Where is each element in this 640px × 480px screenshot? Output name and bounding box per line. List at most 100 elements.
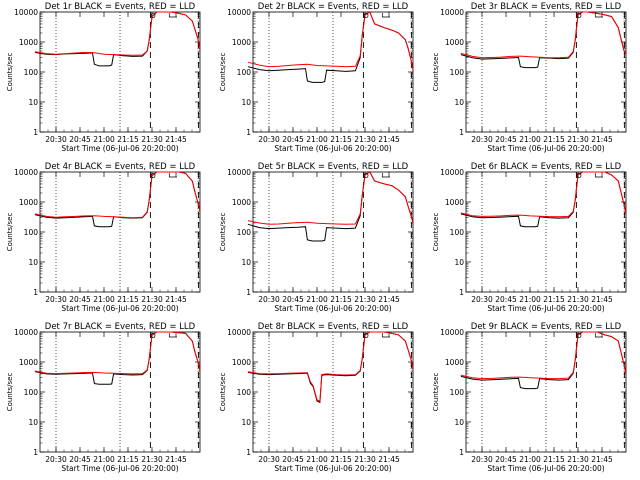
y-tick-label: 1 (33, 128, 38, 137)
series-events-line (34, 171, 201, 228)
y-tick-label: 1 (246, 448, 251, 457)
x-tick-label: 21:45 (591, 295, 613, 304)
y-tick-label: 100 (24, 228, 39, 237)
x-tick-label: 21:00 (519, 135, 541, 144)
x-tick-label: 21:00 (93, 135, 115, 144)
peak-marker: O (150, 332, 156, 340)
chart-title: Det 2r BLACK = Events, RED = LLD (258, 2, 409, 12)
x-tick-label: 21:30 (354, 135, 376, 144)
y-tick-label: 10000 (227, 168, 251, 177)
x-tick-label: 20:30 (45, 455, 67, 464)
y-tick-label: 10000 (227, 328, 251, 337)
chart-title: Det 6r BLACK = Events, RED = LLD (471, 162, 622, 172)
y-tick-label: 10 (28, 98, 38, 107)
series-lld-line (460, 171, 627, 218)
x-axis-label: Start Time (06-Jul-06 20:20:00) (487, 464, 604, 473)
x-tick-label: 20:45 (69, 135, 91, 144)
y-tick-label: 100 (237, 388, 252, 397)
x-tick-label: 20:30 (258, 135, 280, 144)
x-tick-label: 20:30 (258, 295, 280, 304)
x-tick-label: 21:45 (165, 295, 187, 304)
x-axis-label: Start Time (06-Jul-06 20:20:00) (487, 304, 604, 313)
x-tick-label: 20:45 (282, 455, 304, 464)
y-tick-label: 10000 (440, 168, 464, 177)
x-axis-label: Start Time (06-Jul-06 20:20:00) (61, 304, 178, 313)
chart-svg: Det 9r BLACK = Events, RED = LLD 1 10 100 10… (432, 322, 627, 473)
series-lld-line (247, 11, 414, 70)
chart-svg: Det 3r BLACK = Events, RED = LLD 1 10 100 10… (432, 2, 627, 153)
y-tick-label: 1 (246, 128, 251, 137)
y-axis-label: Counts/sec (219, 373, 227, 412)
x-tick-label: 21:30 (354, 455, 376, 464)
bracket-mark (381, 173, 390, 178)
chart-title: Det 7r BLACK = Events, RED = LLD (45, 322, 196, 332)
x-tick-label: 21:30 (567, 135, 589, 144)
x-tick-label: 20:45 (282, 135, 304, 144)
chart-svg: Det 4r BLACK = Events, RED = LLD 1 10 100 10… (6, 162, 201, 313)
chart-title: Det 8r BLACK = Events, RED = LLD (258, 322, 409, 332)
x-tick-label: 21:45 (378, 455, 400, 464)
y-axis-label: Counts/sec (6, 213, 14, 252)
x-axis-label: Start Time (06-Jul-06 20:20:00) (61, 144, 178, 153)
x-tick-label: 21:15 (543, 455, 565, 464)
y-tick-label: 10 (454, 418, 464, 427)
y-tick-label: 100 (24, 68, 39, 77)
series-lld-line (460, 331, 627, 380)
x-tick-label: 20:30 (471, 455, 493, 464)
y-axis-label: Counts/sec (6, 53, 14, 92)
peak-marker: O (150, 12, 156, 20)
y-tick-label: 1000 (232, 38, 251, 47)
x-tick-label: 21:00 (306, 135, 328, 144)
x-tick-label: 21:15 (543, 295, 565, 304)
peak-marker: O (363, 332, 369, 340)
y-tick-label: 1 (459, 128, 464, 137)
peak-marker: O (576, 172, 582, 180)
x-axis-label: Start Time (06-Jul-06 20:20:00) (274, 144, 391, 153)
x-tick-label: 21:15 (117, 455, 139, 464)
x-tick-label: 21:00 (93, 455, 115, 464)
y-axis-label: Counts/sec (432, 213, 440, 252)
x-tick-label: 21:15 (330, 455, 352, 464)
y-tick-label: 100 (237, 68, 252, 77)
x-tick-label: 20:45 (69, 295, 91, 304)
x-tick-label: 21:45 (165, 455, 187, 464)
series-events-line (34, 331, 201, 385)
series-events-line (247, 171, 414, 242)
chart-svg: Det 2r BLACK = Events, RED = LLD 1 10 100 10… (219, 2, 414, 153)
series-events-line (460, 331, 627, 390)
chart-panel-7: Det 7r BLACK = Events, RED = LLD 1 10 100 10… (0, 320, 213, 480)
x-tick-label: 21:15 (117, 135, 139, 144)
series-events-line (247, 331, 414, 404)
x-tick-label: 21:00 (93, 295, 115, 304)
x-tick-label: 21:30 (567, 295, 589, 304)
bracket-mark (168, 333, 177, 338)
chart-panel-3: Det 3r BLACK = Events, RED = LLD 1 10 100 10… (426, 0, 639, 160)
x-axis-label: Start Time (06-Jul-06 20:20:00) (274, 464, 391, 473)
x-tick-label: 20:45 (495, 455, 517, 464)
peak-marker: O (363, 12, 369, 20)
y-axis-label: Counts/sec (6, 373, 14, 412)
chart-panel-8: Det 8r BLACK = Events, RED = LLD 1 10 100 10… (213, 320, 426, 480)
series-lld-line (34, 11, 201, 56)
bracket-mark (381, 333, 390, 338)
x-tick-label: 21:15 (543, 135, 565, 144)
y-tick-label: 10 (454, 98, 464, 107)
y-tick-label: 10 (454, 258, 464, 267)
bracket-mark (168, 173, 177, 178)
y-tick-label: 10 (241, 98, 251, 107)
y-tick-label: 1000 (19, 358, 38, 367)
x-tick-label: 21:45 (591, 135, 613, 144)
y-axis-label: Counts/sec (432, 53, 440, 92)
x-axis-label: Start Time (06-Jul-06 20:20:00) (61, 464, 178, 473)
series-lld-line (247, 331, 414, 402)
y-tick-label: 10000 (14, 8, 38, 17)
x-tick-label: 20:30 (45, 135, 67, 144)
y-tick-label: 100 (24, 388, 39, 397)
series-events-line (460, 171, 627, 228)
peak-marker: O (150, 172, 156, 180)
y-tick-label: 1 (33, 288, 38, 297)
series-lld-line (34, 331, 201, 375)
chart-panel-6: Det 6r BLACK = Events, RED = LLD 1 10 100 10… (426, 160, 639, 320)
peak-marker: O (576, 332, 582, 340)
